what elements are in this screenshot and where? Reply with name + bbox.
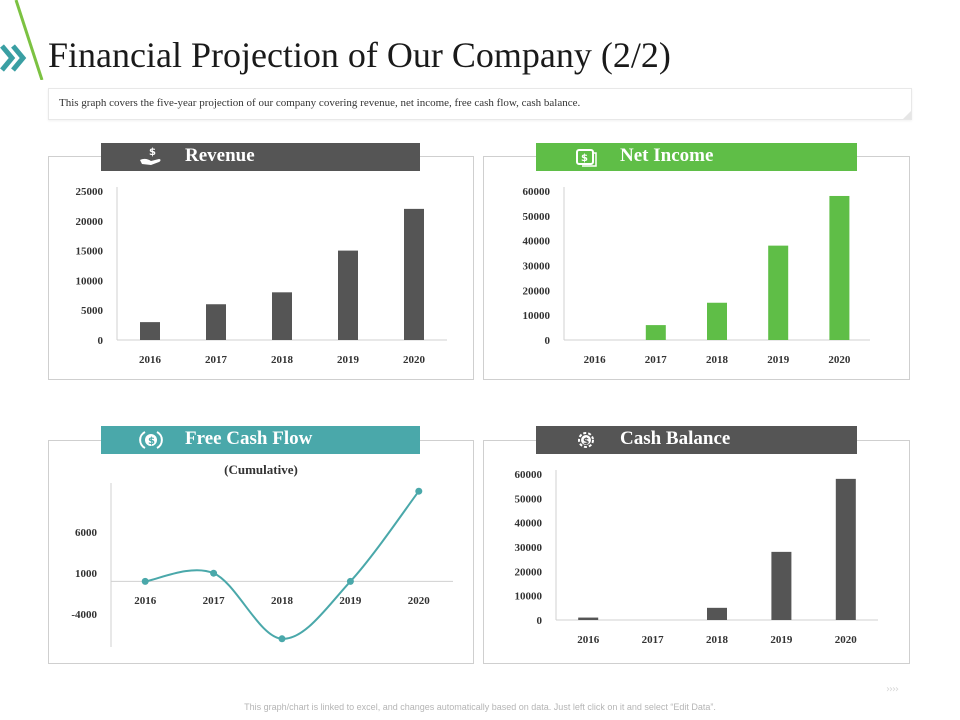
- cash_balance-bar: [578, 617, 599, 620]
- cash_balance-y-tick-label: 10000: [515, 591, 543, 603]
- net_income-y-tick-label: 20000: [523, 285, 551, 297]
- revenue-bar: [404, 208, 424, 340]
- net_income-y-tick-label: 50000: [523, 211, 551, 223]
- cash_balance-bar: [835, 478, 856, 620]
- cash_balance-bar: [707, 607, 727, 620]
- net_income-y-tick-label: 30000: [523, 261, 551, 273]
- cash_balance-x-tick-label: 2016: [577, 634, 600, 646]
- free_cash_flow-x-tick-label: 2017: [203, 595, 226, 607]
- net_income-y-tick-label: 60000: [523, 186, 551, 198]
- cash_balance-x-tick-label: 2019: [770, 634, 793, 646]
- page-fold-decoration: [903, 111, 911, 119]
- svg-text:$: $: [581, 153, 588, 164]
- revenue-y-tick-label: 20000: [76, 216, 104, 228]
- cash_balance-y-tick-label: 40000: [515, 518, 543, 530]
- net-income-banner: $ Net Income: [536, 143, 857, 171]
- revenue-y-tick-label: 25000: [76, 186, 104, 198]
- cash_balance-bar: [771, 551, 792, 620]
- net-income-chart[interactable]: 0 10000 20000 30000 40000 50000 60000 2016 2017 2…: [484, 157, 911, 381]
- revenue-x-tick-label: 2020: [403, 354, 426, 366]
- free_cash_flow-y-tick-label: 1000: [75, 568, 98, 580]
- net_income-bar: [645, 325, 666, 340]
- free_cash_flow-series-line: [145, 490, 420, 640]
- net_income-x-tick-label: 2018: [706, 354, 729, 366]
- revenue-bar: [206, 304, 226, 340]
- net_income-bar: [768, 245, 789, 340]
- cash-balance-chart[interactable]: 0 10000 20000 30000 40000 50000 60000 2016 2017 2…: [484, 441, 911, 665]
- description-text: This graph covers the five-year projecti…: [59, 97, 581, 109]
- svg-text:$: $: [583, 437, 589, 447]
- free-cash-flow-title: Free Cash Flow: [185, 428, 313, 449]
- page-title: Financial Projection of Our Company (2/2…: [48, 35, 671, 75]
- cash_balance-x-tick-label: 2017: [642, 634, 665, 646]
- net_income-bar: [707, 302, 727, 340]
- net_income-x-tick-label: 2017: [645, 354, 668, 366]
- net_income-y-tick-label: 40000: [523, 236, 551, 248]
- net-income-title: Net Income: [620, 145, 714, 166]
- revenue-chart[interactable]: 0 5000 10000 15000 20000 25000 2016 2017 2018 201…: [49, 157, 475, 381]
- cash_balance-y-tick-label: 60000: [515, 469, 543, 481]
- cash_balance-y-tick-label: 30000: [515, 542, 543, 554]
- accent-line: [14, 0, 44, 80]
- cash-balance-title: Cash Balance: [620, 428, 731, 449]
- revenue-y-tick-label: 5000: [81, 305, 104, 317]
- net_income-y-tick-label: 10000: [523, 310, 551, 322]
- revenue-bar: [272, 292, 292, 340]
- free_cash_flow-point: [141, 577, 149, 585]
- free-cash-flow-chart-panel[interactable]: (Cumulative) -4000 1000 6000 2016 2017 2018 201…: [48, 440, 474, 664]
- free-cash-flow-chart[interactable]: (Cumulative) -4000 1000 6000 2016 2017 2018 201…: [49, 441, 475, 665]
- free_cash_flow-point: [210, 569, 218, 577]
- free_cash_flow-x-tick-label: 2016: [134, 595, 157, 607]
- net_income-x-tick-label: 2020: [828, 354, 851, 366]
- hand-dollar-icon: $: [140, 147, 161, 165]
- free_cash_flow-point: [346, 577, 354, 585]
- revenue-x-tick-label: 2018: [271, 354, 294, 366]
- revenue-y-tick-label: 10000: [76, 275, 104, 287]
- revenue-title: Revenue: [185, 145, 255, 166]
- free_cash_flow-y-tick-label: -4000: [71, 609, 97, 621]
- free_cash_flow-x-tick-label: 2020: [408, 595, 431, 607]
- free-cash-flow-banner: $ Free Cash Flow: [101, 426, 420, 454]
- revenue-banner: $ Revenue: [101, 143, 420, 171]
- revenue-x-tick-label: 2016: [139, 354, 162, 366]
- free_cash_flow-point: [278, 635, 286, 643]
- cash_balance-x-tick-label: 2018: [706, 634, 729, 646]
- revenue-bar: [140, 322, 160, 340]
- revenue-y-tick-label: 15000: [76, 246, 104, 258]
- money-stack-icon: $: [576, 149, 597, 167]
- free_cash_flow-point: [415, 487, 423, 495]
- cash-balance-chart-panel[interactable]: 0 10000 20000 30000 40000 50000 60000 2016 2017 2…: [483, 440, 910, 664]
- net_income-x-tick-label: 2019: [767, 354, 790, 366]
- cash-balance-banner: $ Cash Balance: [536, 426, 857, 454]
- svg-text:$: $: [149, 147, 156, 158]
- cash_balance-y-tick-label: 0: [537, 615, 543, 627]
- revenue-x-tick-label: 2019: [337, 354, 360, 366]
- free_cash_flow-x-tick-label: 2018: [271, 595, 294, 607]
- free_cash_flow-subtitle: (Cumulative): [224, 462, 298, 477]
- footer-note: This graph/chart is linked to excel, and…: [244, 702, 716, 712]
- dollar-cycle-icon: $: [139, 431, 163, 449]
- revenue-chart-panel[interactable]: 0 5000 10000 15000 20000 25000 2016 2017 2018 201…: [48, 156, 474, 380]
- svg-text:$: $: [148, 436, 155, 447]
- net_income-x-tick-label: 2016: [584, 354, 607, 366]
- net-income-chart-panel[interactable]: 0 10000 20000 30000 40000 50000 60000 2016 2017 2…: [483, 156, 910, 380]
- net_income-y-tick-label: 0: [545, 335, 551, 347]
- net_income-bar: [829, 195, 850, 340]
- free_cash_flow-x-tick-label: 2019: [339, 595, 362, 607]
- cash_balance-x-tick-label: 2020: [835, 634, 858, 646]
- revenue-bar: [338, 250, 358, 340]
- revenue-x-tick-label: 2017: [205, 354, 228, 366]
- description-box: This graph covers the five-year projecti…: [48, 88, 912, 120]
- revenue-y-tick-label: 0: [98, 335, 104, 347]
- dollar-gear-icon: $: [578, 432, 594, 448]
- free_cash_flow-y-tick-label: 6000: [75, 527, 98, 539]
- chevron-icon: [0, 44, 27, 72]
- cash_balance-y-tick-label: 50000: [515, 493, 543, 505]
- cash_balance-y-tick-label: 20000: [515, 566, 543, 578]
- footer-arrows: ››››: [886, 684, 899, 695]
